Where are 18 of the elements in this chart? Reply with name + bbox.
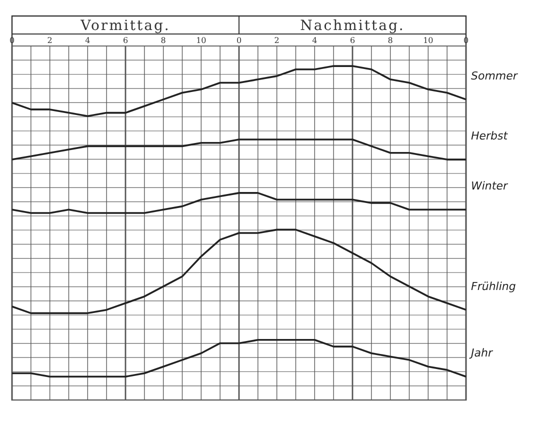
series-label: Sommer	[471, 69, 519, 82]
series-label: Jahr	[469, 346, 494, 360]
x-tick-label: 6	[350, 36, 356, 45]
x-tick-label: 6	[122, 36, 128, 45]
series-label: Frühling	[471, 280, 516, 293]
x-tick-label: 2	[274, 36, 280, 45]
text: Vormittag.	[80, 18, 170, 34]
x-tick-label: 8	[388, 36, 393, 45]
x-tick-label: 10	[196, 36, 206, 45]
x-tick-label: 4	[85, 36, 90, 45]
series-label: Winter	[471, 180, 509, 193]
x-tick-label: 10	[423, 36, 434, 45]
x-tick-label: 4	[312, 36, 318, 45]
x-tick-label: 0	[236, 36, 242, 45]
text: Nachmittag.	[300, 18, 405, 34]
x-tick-label: 8	[160, 36, 166, 45]
series-label: Herbst	[471, 130, 508, 143]
x-tick-label: 2	[47, 36, 52, 45]
